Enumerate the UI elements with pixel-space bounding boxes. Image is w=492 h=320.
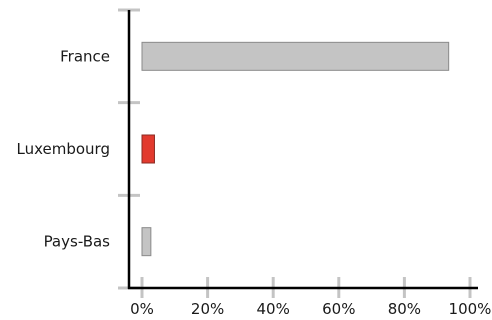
labels: 0% 20% 40% 60% 80% 100% France Luxembourg Pays-B… [17,47,492,318]
x-tick-label: 20% [191,300,224,318]
bar-france [141,41,450,71]
axes [127,10,478,290]
category-label: France [60,47,110,65]
bar-pays-bas [141,227,152,257]
x-tick-label: 80% [388,300,421,318]
x-tick-label: 0% [130,300,154,318]
bar-luxembourg [141,134,155,164]
x-tick-label: 60% [322,300,355,318]
x-tick-label: 40% [257,300,290,318]
category-label: Luxembourg [17,140,111,158]
x-tick-label: 100% [449,300,492,318]
bars [141,41,450,257]
category-label: Pays-Bas [44,233,111,251]
